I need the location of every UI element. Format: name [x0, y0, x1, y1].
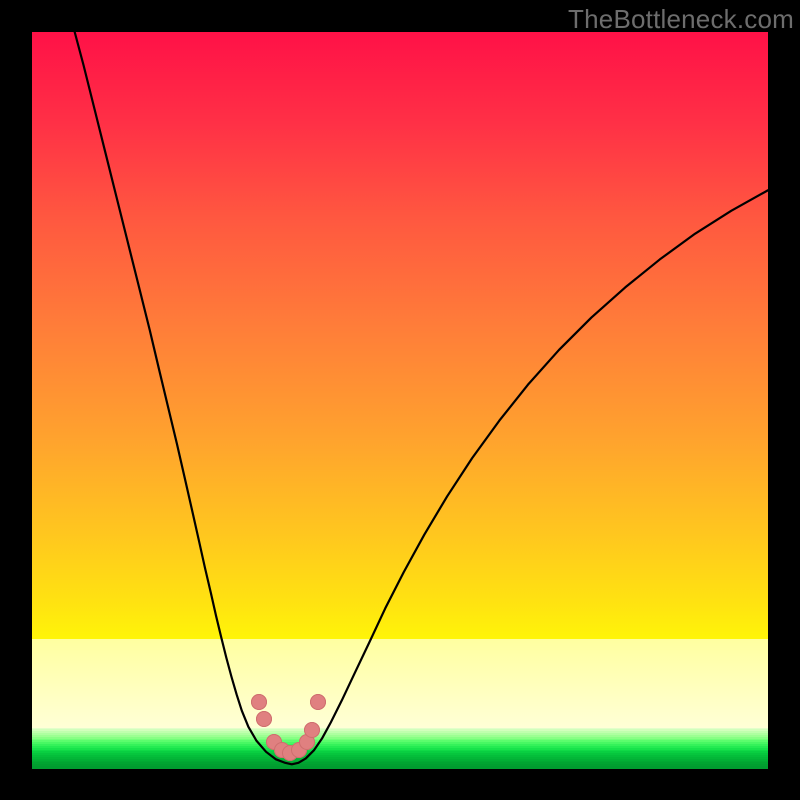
curve-path [75, 32, 768, 764]
chart-stage: TheBottleneck.com [0, 0, 800, 800]
curve-marker [256, 711, 272, 727]
curve-marker [310, 694, 326, 710]
watermark-text: TheBottleneck.com [568, 4, 794, 35]
curve-marker [251, 694, 267, 710]
curve-marker [304, 722, 320, 738]
curves-layer [32, 32, 768, 768]
